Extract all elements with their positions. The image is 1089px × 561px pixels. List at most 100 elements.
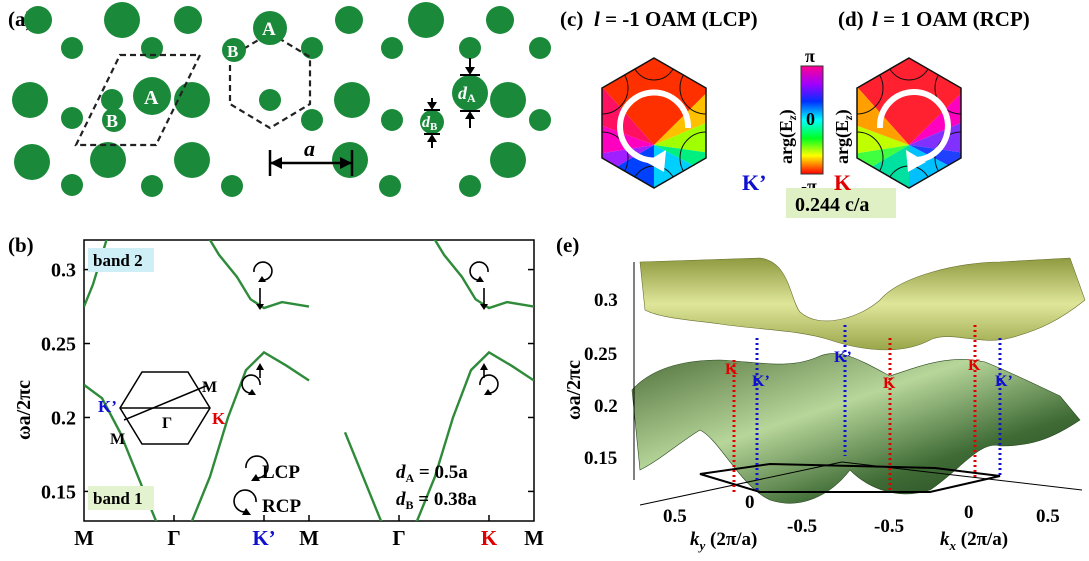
crystal-lattice	[12, 2, 551, 197]
bz-K: K	[212, 409, 226, 428]
lattice-constant-arrow	[268, 150, 354, 176]
kx-axis-label: kx (2π/a)	[940, 529, 1008, 553]
panel-b: (b) 0.150.20.250.3 M Γ K’ M Γ K M ωa/2πc band …	[8, 233, 544, 550]
lcp-legend-label: LCP	[262, 462, 300, 483]
valley-label-3: K’	[834, 349, 852, 366]
dA-equation: dA = 0.5a	[396, 462, 468, 485]
unit-cell	[74, 53, 202, 147]
bz-inset	[119, 371, 211, 445]
dA-arrows	[460, 58, 480, 128]
upper-band-surface	[639, 257, 1086, 351]
ky-axis-label: ky (2π/a)	[690, 529, 757, 553]
valley-markers	[732, 325, 1002, 492]
svg-text:-0.5: -0.5	[874, 516, 904, 537]
ytick-label: 0.15	[41, 481, 76, 503]
svg-text:0.5: 0.5	[1036, 506, 1060, 527]
band-curve-1-repeat	[343, 350, 534, 521]
hex-site-A-label: A	[262, 19, 276, 40]
band2-label: band 2	[93, 251, 143, 270]
dA-disk	[452, 75, 488, 111]
svg-text:0.5: 0.5	[663, 506, 687, 527]
dA-label: dA	[458, 83, 476, 105]
rcp-rotation-arrow	[876, 89, 951, 164]
bz-Kprime: K’	[98, 397, 117, 416]
ytick-label: 0.25	[41, 334, 76, 356]
panel-e-label: (e)	[556, 233, 579, 257]
svg-text:0: 0	[745, 492, 755, 513]
pol-icons	[233, 261, 499, 515]
hex-site-A-disk	[253, 11, 287, 45]
band-ylabel: ωa/2πc	[13, 380, 35, 440]
svg-text:0.15: 0.15	[584, 448, 617, 469]
valley-label-6: K’	[995, 373, 1013, 390]
band-grid	[173, 515, 490, 521]
panel-c: (c) l = -1 OAM (LCP) K’	[560, 7, 766, 195]
valley-label-2: K’	[752, 373, 770, 390]
xtick-label: M	[299, 526, 319, 550]
xtick-label: K	[481, 526, 498, 550]
panel-a: (a) A B A	[8, 2, 551, 197]
colorbar-top: π	[805, 46, 815, 66]
lattice-constant-label: a	[304, 136, 315, 161]
valley-label-4: K	[883, 375, 896, 392]
panel-e: (e) K K’ K’ K K K’ 0.3 0.25 0.2 0.15	[556, 233, 1086, 553]
panel-c-title: l = -1 OAM (LCP)	[594, 7, 758, 31]
ky-ticks: 0.5 0 -0.5	[663, 492, 817, 537]
xtick-label: M	[74, 526, 94, 550]
rcp-legend-label: RCP	[262, 496, 301, 517]
dB-arrows	[424, 98, 440, 148]
band1-label-bg	[88, 486, 154, 510]
svg-text:0.3: 0.3	[594, 290, 618, 311]
band2-label-bg	[88, 248, 154, 272]
band-yticks: 0.15 0.2 0.25 0.3	[41, 260, 534, 503]
bz-base-hexagon	[699, 462, 1001, 493]
hex-site-B-disk	[222, 38, 246, 62]
ytick-label: 0.3	[51, 260, 76, 282]
dB-disk	[420, 110, 444, 134]
site-B-label: B	[106, 111, 118, 131]
kx-ticks: -0.5 0 0.5	[874, 502, 1060, 537]
lower-band-surface	[631, 353, 1081, 504]
colorbar: π 0 -π arg(Ez) 0.244 c/a	[776, 46, 896, 218]
svg-text:-0.5: -0.5	[787, 516, 817, 537]
panel-d-corner: K	[834, 170, 851, 195]
svg-text:0: 0	[964, 502, 974, 523]
ytick-label: 0.2	[51, 407, 76, 429]
xtick-label: Γ	[392, 526, 405, 550]
band1-label: band 1	[93, 489, 143, 508]
band-xticks: M Γ K’ M Γ K M	[74, 526, 544, 550]
panel-d-title: l = 1 OAM (RCP)	[872, 7, 1030, 31]
site-B-disk	[102, 108, 126, 132]
svg-text:0.25: 0.25	[584, 344, 617, 365]
freq-box-text: 0.244 c/a	[795, 194, 869, 216]
bz-Gamma: Γ	[162, 415, 172, 432]
valley-label-1: K	[725, 361, 738, 378]
panel-d-label: (d)	[838, 7, 864, 31]
site-A-disk	[133, 77, 171, 115]
panel-c-label: (c)	[560, 7, 583, 31]
xtick-label: Γ	[167, 526, 180, 550]
colorbar-label-left: arg(Ez)	[776, 109, 799, 164]
band-curve-2-repeat	[433, 240, 534, 310]
panel-c-corner: K’	[742, 170, 766, 195]
surface-yticks: 0.3 0.25 0.2 0.15	[584, 290, 618, 469]
site-A-label: A	[144, 87, 159, 109]
xtick-label: M	[524, 526, 544, 550]
band-curve-1	[84, 350, 310, 521]
xtick-label: K’	[252, 526, 275, 550]
valley-label-5: K	[968, 357, 981, 374]
bz-M-top: M	[202, 379, 217, 396]
panel-d: (d) l = 1 OAM (RCP) arg(Ez) K	[832, 7, 1030, 195]
panel-d-ylabel: arg(Ez)	[832, 109, 855, 164]
freq-box	[786, 188, 896, 218]
colorbar-mid: 0	[806, 109, 815, 129]
dB-label: dB	[422, 114, 438, 133]
bz-M-bot: M	[110, 431, 125, 448]
hex-site-B-label: B	[227, 42, 238, 61]
surface-ylabel: ωa/2πc	[563, 360, 585, 420]
svg-text:0.2: 0.2	[594, 396, 618, 417]
panel-b-label: (b)	[8, 233, 34, 257]
lcp-rotation-arrow	[617, 89, 692, 164]
dB-equation: dB = 0.38a	[396, 489, 477, 512]
